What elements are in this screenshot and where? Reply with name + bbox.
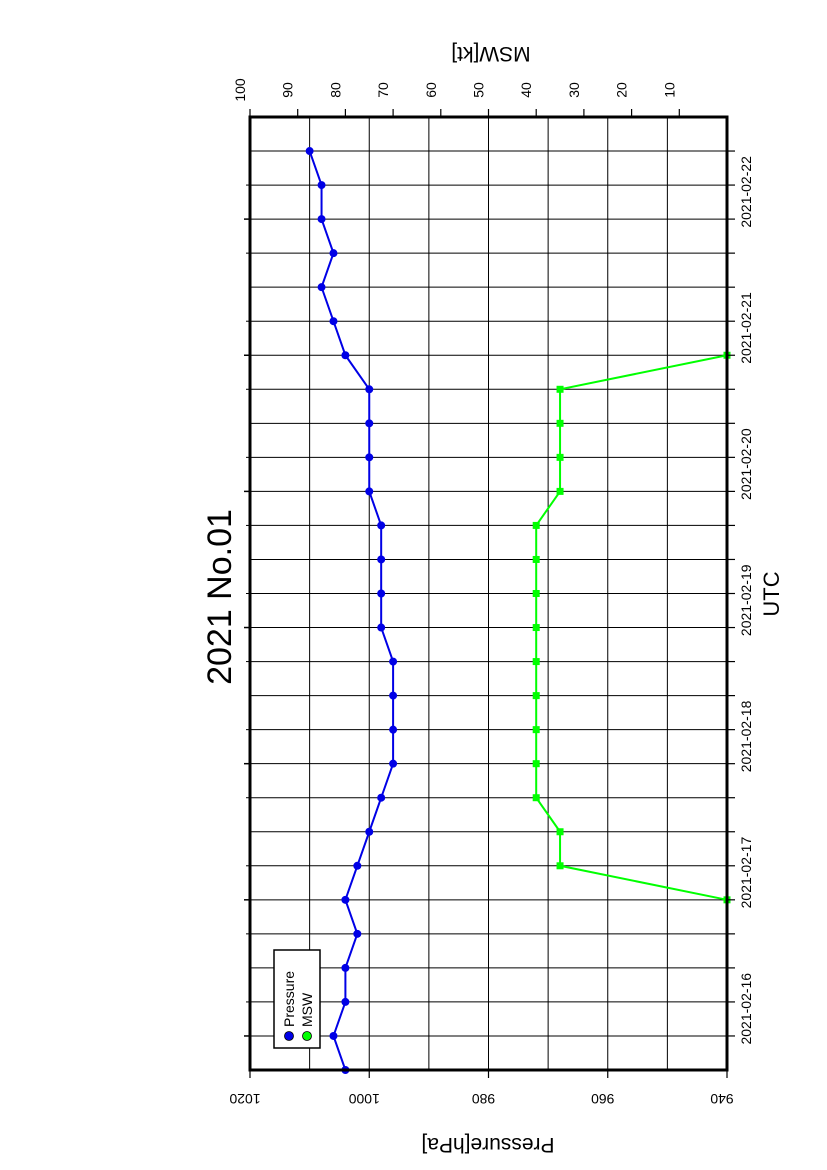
msw-point	[532, 692, 540, 700]
legend-msw-marker	[302, 1031, 312, 1041]
y-right-tick-label: 50	[471, 82, 487, 98]
msw-point	[532, 658, 540, 666]
pressure-point	[389, 759, 398, 768]
msw-point	[532, 521, 540, 529]
pressure-point	[377, 793, 386, 802]
grid	[250, 117, 727, 1070]
msw-point	[532, 726, 540, 734]
pressure-point	[377, 623, 386, 632]
pressure-point	[365, 385, 374, 394]
pressure-point	[365, 419, 374, 428]
pressure-point	[341, 963, 350, 972]
y-left-tick-label: 940	[710, 1091, 734, 1107]
msw-point	[532, 555, 540, 563]
y-left-tick-label: 960	[591, 1091, 615, 1107]
pressure-point	[329, 1031, 338, 1040]
pressure-point	[341, 997, 350, 1006]
msw-point	[556, 385, 564, 393]
msw-point	[532, 760, 540, 768]
pressure-point	[317, 181, 326, 190]
y-axis-left-label: Pressure[hPa]	[421, 1133, 554, 1156]
pressure-point	[305, 147, 314, 156]
tick-layer: 2021-02-16 2021-02-17 2021-02-18 2021-02-19…	[229, 78, 754, 1107]
pressure-point	[341, 351, 350, 360]
y-right-tick-label: 100	[232, 78, 248, 102]
pressure-point	[353, 861, 362, 870]
y-right-tick-label: 70	[375, 82, 391, 98]
pressure-line	[308, 150, 395, 1071]
pressure-point	[377, 589, 386, 598]
x-tick-label: 2021-02-17	[738, 837, 754, 909]
pressure-point	[365, 827, 374, 836]
y-left-tick-label: 1000	[348, 1091, 379, 1107]
x-tick-label: 2021-02-19	[738, 564, 754, 636]
pressure-point	[329, 317, 338, 326]
pressure-point	[365, 487, 374, 496]
y-right-tick-label: 20	[614, 82, 630, 98]
pressure-point	[377, 555, 386, 564]
pressure-point	[389, 725, 398, 734]
msw-point	[532, 624, 540, 632]
y-right-tick-label: 60	[423, 82, 439, 98]
msw-point	[556, 419, 564, 427]
x-tick-label: 2021-02-22	[738, 156, 754, 228]
legend-msw-label: MSW	[299, 992, 315, 1027]
msw-point	[532, 590, 540, 597]
pressure-point	[341, 895, 350, 904]
y-right-tick-label: 80	[327, 82, 343, 98]
x-tick-label: 2021-02-20	[738, 428, 754, 500]
y-left-tick-label: 980	[472, 1091, 496, 1107]
pressure-point	[317, 215, 326, 224]
pressure-point	[353, 929, 362, 938]
x-tick-label: 2021-02-18	[738, 700, 754, 772]
legend-box	[273, 949, 321, 1049]
y-right-tick-label: 10	[661, 82, 677, 98]
msw-point	[556, 453, 564, 461]
pressure-point	[365, 453, 374, 462]
series-layer	[305, 147, 731, 1074]
y-left-tick-label: 1020	[229, 1091, 260, 1107]
pressure-point	[317, 283, 326, 292]
msw-point	[532, 794, 540, 802]
legend-pressure-label: Pressure	[281, 971, 297, 1027]
legend-pressure-marker	[284, 1031, 294, 1041]
msw-point	[556, 487, 564, 495]
x-axis-label: UTC	[759, 571, 784, 616]
y-axis-right-label: MSW[kt]	[451, 42, 530, 65]
pressure-point	[377, 521, 386, 530]
msw-point	[556, 828, 564, 836]
msw-point	[556, 862, 564, 870]
y-right-tick-label: 90	[280, 82, 296, 98]
x-tick-label: 2021-02-21	[738, 292, 754, 364]
chart-title: 2021 No.01	[201, 509, 239, 685]
y-right-tick-label: 40	[518, 82, 534, 98]
pressure-point	[389, 691, 398, 700]
legend: Pressure MSW	[273, 949, 321, 1049]
y-right-tick-label: 30	[566, 82, 582, 98]
pressure-point	[389, 657, 398, 666]
x-tick-label: 2021-02-16	[738, 973, 754, 1045]
pressure-point	[329, 249, 338, 258]
